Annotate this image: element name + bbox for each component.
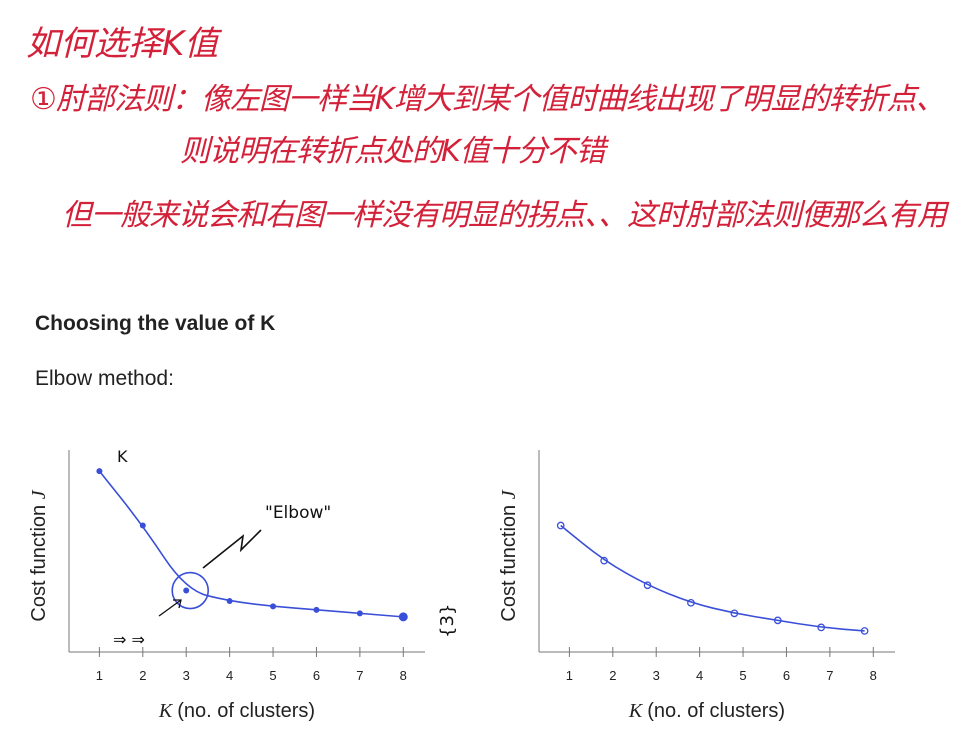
x-axis-title: K (no. of clusters) [628,700,785,722]
data-point [270,603,277,610]
data-point [730,609,739,618]
x-axis-title: K (no. of clusters) [158,700,315,722]
handwritten-bracket: {3} [437,604,458,638]
elbow-circle [171,571,210,610]
data-point [773,616,782,625]
x-axis-title-text: (no. of clusters) [647,700,785,722]
x-tick-label: 1 [566,668,573,683]
y-axis-title-text: Cost function [498,499,520,621]
smooth-chart: 1 2 3 4 5 6 7 8 K (no. of clusters) Cost function… [495,440,915,740]
handwritten-note-title: 如何选择K值 [26,24,219,64]
handwritten-k-mark: K [117,447,128,466]
data-point [139,522,146,529]
x-tick-label: 1 [96,668,103,683]
handwritten-arrows: ⇒ ⇒ [113,630,145,649]
data-point [687,598,695,607]
y-axis-title: Cost function J [498,489,520,621]
data-point [356,610,363,617]
data-point [817,623,826,632]
slide-title: Choosing the value of K [35,312,276,335]
x-tick-label: 2 [139,668,146,683]
x-tick-label: 7 [826,668,833,683]
y-axis-title-var: J [498,489,520,499]
elbow-label: "Elbow" [265,503,331,523]
data-point [313,606,320,613]
x-axis-title-var: K [628,700,647,722]
x-tick-label: 8 [400,668,407,683]
data-point [183,587,190,594]
x-tick-label: 6 [313,668,320,683]
data-point [860,627,869,635]
elbow-chart: 1 2 3 4 5 6 7 8 K (no. of clusters) Cost function… [25,440,458,740]
elbow-pointer [202,529,262,569]
x-tick-label: 5 [739,668,746,683]
x-tick-label: 4 [226,668,233,683]
data-point [398,612,408,622]
handwritten-note-line-2: 则说明在转折点处的K值十分不错 [180,134,606,169]
x-axis-title-text: (no. of clusters) [177,700,315,722]
x-tick-label: 7 [356,668,363,683]
data-point [556,521,565,530]
series-line [98,470,404,618]
handwritten-note-line-1: ①肘部法则：像左图一样当K增大到某个值时曲线出现了明显的转折点、 [30,82,946,117]
x-tick-label: 3 [183,668,190,683]
x-tick-label: 6 [783,668,790,683]
smooth-chart-svg: 1 2 3 4 5 6 7 8 K (no. of clusters) Cost function… [498,450,895,722]
y-axis-title: Cost function J [28,489,50,621]
data-point [600,556,608,565]
series-line [560,524,865,632]
x-tick-label: 3 [653,668,660,683]
x-tick-label: 4 [696,668,703,683]
elbow-arrow [158,599,182,617]
x-tick-label: 5 [269,668,276,683]
data-point [96,468,103,475]
x-tick-label: 2 [609,668,616,683]
data-point [226,598,233,605]
x-axis-title-var: K [158,700,177,722]
slide-subtitle: Elbow method: [35,367,174,390]
data-point [643,581,652,590]
y-axis-title-var: J [28,489,50,499]
y-axis-title-text: Cost function [28,499,50,621]
handwritten-note-line-3: 但一般来说会和右图一样没有明显的拐点、、这时肘部法则便那么有用 [62,198,947,233]
x-tick-label: 8 [870,668,877,683]
elbow-chart-svg: 1 2 3 4 5 6 7 8 K (no. of clusters) Cost function… [28,447,458,722]
